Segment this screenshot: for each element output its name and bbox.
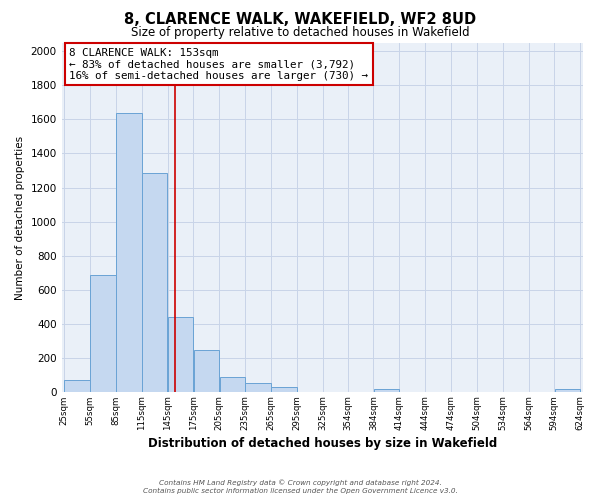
Bar bbox=[168, 318, 193, 392]
Bar bbox=[116, 114, 142, 392]
Text: Size of property relative to detached houses in Wakefield: Size of property relative to detached ho… bbox=[131, 26, 469, 39]
Y-axis label: Number of detached properties: Number of detached properties bbox=[15, 136, 25, 300]
Bar bbox=[64, 380, 90, 392]
Bar bbox=[374, 389, 399, 392]
Bar bbox=[245, 383, 271, 392]
Text: Contains HM Land Registry data © Crown copyright and database right 2024.
Contai: Contains HM Land Registry data © Crown c… bbox=[143, 480, 457, 494]
Text: 8, CLARENCE WALK, WAKEFIELD, WF2 8UD: 8, CLARENCE WALK, WAKEFIELD, WF2 8UD bbox=[124, 12, 476, 28]
Bar bbox=[220, 377, 245, 392]
X-axis label: Distribution of detached houses by size in Wakefield: Distribution of detached houses by size … bbox=[148, 437, 497, 450]
Text: 8 CLARENCE WALK: 153sqm
← 83% of detached houses are smaller (3,792)
16% of semi: 8 CLARENCE WALK: 153sqm ← 83% of detache… bbox=[70, 48, 368, 81]
Bar bbox=[271, 388, 296, 392]
Bar bbox=[554, 389, 580, 392]
Bar bbox=[194, 350, 219, 393]
Bar bbox=[142, 173, 167, 392]
Bar bbox=[91, 274, 116, 392]
